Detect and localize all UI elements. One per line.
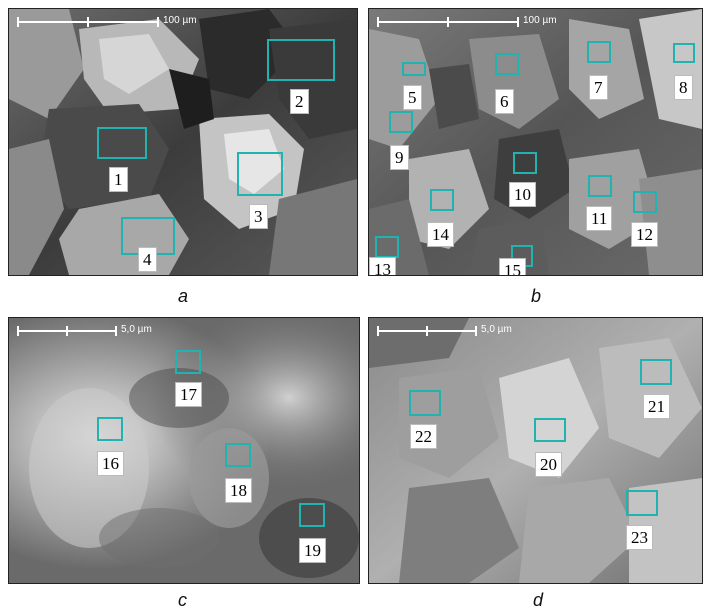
marker-label-16: 16 xyxy=(97,451,124,476)
marker-label-4: 4 xyxy=(138,247,157,272)
marker-box-21 xyxy=(640,359,672,385)
marker-label-8: 8 xyxy=(674,75,693,100)
marker-label-14: 14 xyxy=(427,222,454,247)
marker-box-10 xyxy=(513,152,537,174)
marker-box-12 xyxy=(633,191,657,213)
scale-bar: 5,0 µm xyxy=(377,324,577,336)
marker-box-7 xyxy=(587,41,611,63)
marker-box-17 xyxy=(175,350,201,374)
sem-panel-d: 5,0 µm 20 21 22 23 xyxy=(368,317,703,584)
sem-panel-b: 100 µm 5 6 7 8 9 10 11 12 13 14 15 xyxy=(368,8,703,276)
panel-caption-a: a xyxy=(178,286,189,306)
scale-bar: 100 µm xyxy=(17,15,217,27)
marker-label-23: 23 xyxy=(626,525,653,550)
marker-box-8 xyxy=(673,43,695,63)
marker-box-20 xyxy=(534,418,566,442)
marker-box-13 xyxy=(375,236,399,258)
marker-label-17: 17 xyxy=(175,382,202,407)
marker-label-3: 3 xyxy=(249,204,268,229)
marker-label-21: 21 xyxy=(643,394,670,419)
scale-bar: 100 µm xyxy=(377,15,577,27)
marker-box-2 xyxy=(267,39,335,81)
scale-bar: 5,0 µm xyxy=(17,324,217,336)
scale-label: 100 µm xyxy=(163,15,197,26)
marker-label-7: 7 xyxy=(589,75,608,100)
marker-label-10: 10 xyxy=(509,182,536,207)
marker-box-6 xyxy=(495,53,519,75)
marker-box-1 xyxy=(97,127,147,159)
marker-label-9: 9 xyxy=(390,145,409,170)
marker-label-15: 15 xyxy=(499,258,526,275)
marker-label-19: 19 xyxy=(299,538,326,563)
marker-box-22 xyxy=(409,390,441,416)
marker-box-23 xyxy=(626,490,658,516)
marker-label-2: 2 xyxy=(290,89,309,114)
marker-label-22: 22 xyxy=(410,424,437,449)
marker-box-3 xyxy=(237,152,283,196)
marker-label-5: 5 xyxy=(403,85,422,110)
marker-box-16 xyxy=(97,417,123,441)
marker-box-19 xyxy=(299,503,325,527)
marker-box-5 xyxy=(402,62,426,76)
panel-caption-c: c xyxy=(178,590,187,610)
scale-label: 100 µm xyxy=(523,15,557,26)
marker-label-1: 1 xyxy=(109,167,128,192)
marker-box-11 xyxy=(588,175,612,197)
sem-panel-a: 100 µm 1 2 3 4 xyxy=(8,8,358,276)
marker-label-13: 13 xyxy=(369,257,396,275)
scale-label: 5,0 µm xyxy=(481,324,512,335)
marker-label-11: 11 xyxy=(586,206,613,231)
sem-image-c xyxy=(9,318,359,583)
marker-label-6: 6 xyxy=(495,89,514,114)
panel-caption-d: d xyxy=(533,590,544,610)
sem-panel-c: 5,0 µm 16 17 18 19 xyxy=(8,317,360,584)
marker-box-14 xyxy=(430,189,454,211)
scale-label: 5,0 µm xyxy=(121,324,152,335)
marker-label-18: 18 xyxy=(225,478,252,503)
panel-caption-b: b xyxy=(531,286,542,306)
marker-label-12: 12 xyxy=(631,222,658,247)
marker-box-18 xyxy=(225,443,251,467)
marker-label-20: 20 xyxy=(535,452,562,477)
marker-box-9 xyxy=(389,111,413,133)
